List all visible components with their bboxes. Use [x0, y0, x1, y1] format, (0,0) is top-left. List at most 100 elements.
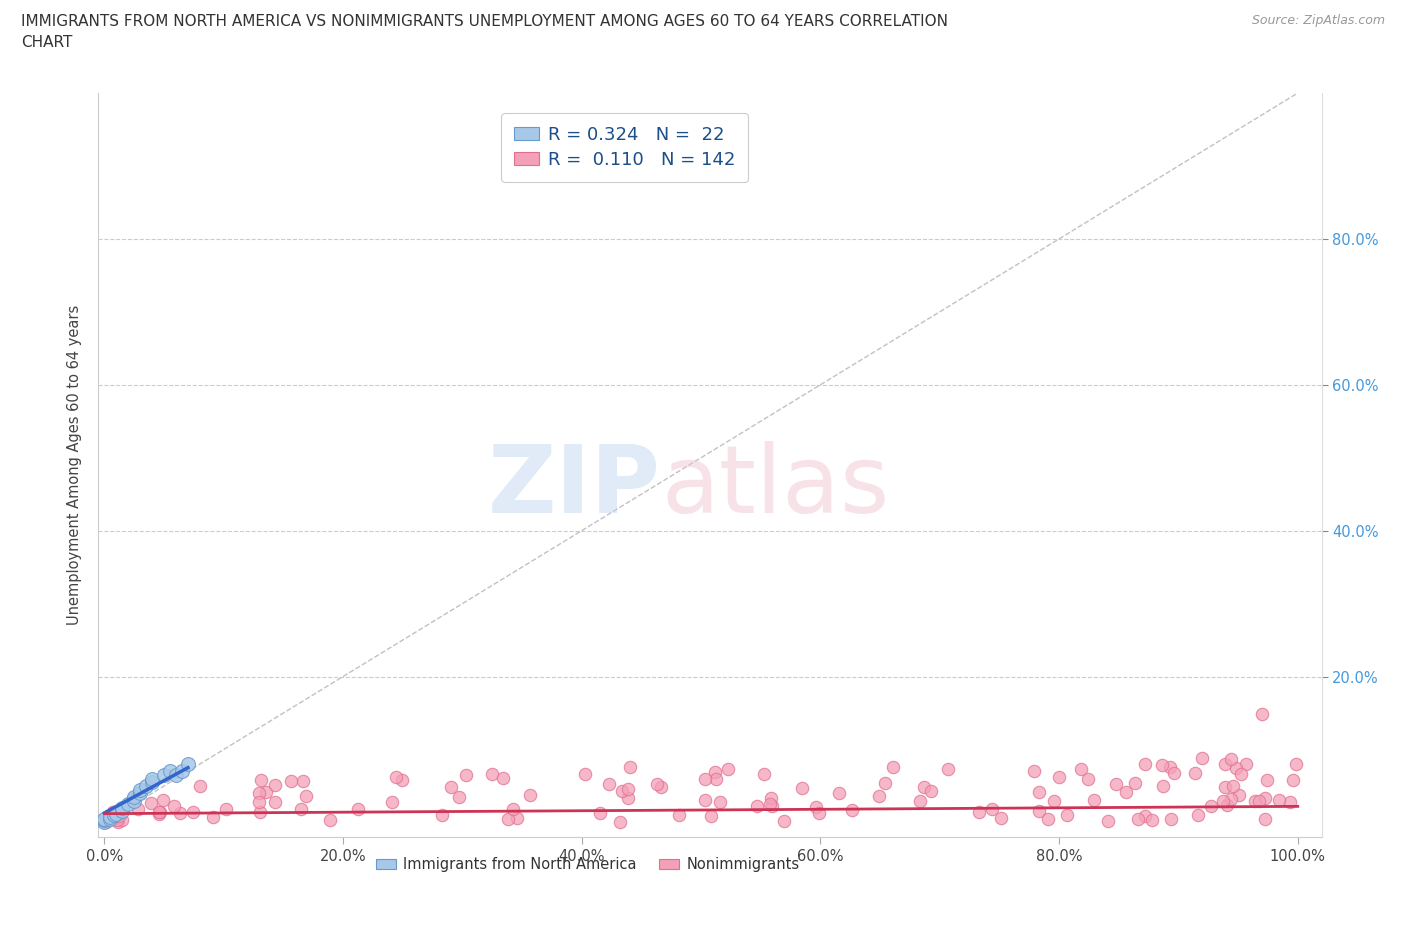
Point: [481, 767, 503, 782]
Point: [668, 807, 690, 822]
Point: [93, 811, 115, 826]
Point: [1133, 808, 1156, 823]
Point: [1028, 804, 1050, 818]
Point: [609, 815, 631, 830]
Point: [105, 806, 128, 821]
Point: [247, 785, 270, 800]
Point: [1070, 762, 1092, 777]
Point: [1184, 765, 1206, 780]
Point: [141, 796, 163, 811]
Point: [152, 792, 174, 807]
Point: [111, 801, 134, 816]
Point: [1244, 793, 1267, 808]
Point: [589, 805, 612, 820]
Point: [215, 802, 238, 817]
Point: [170, 764, 193, 778]
Point: [1163, 765, 1185, 780]
Point: [610, 783, 633, 798]
Point: [247, 794, 270, 809]
Point: [910, 793, 932, 808]
Point: [1152, 778, 1174, 793]
Point: [103, 807, 125, 822]
Point: [93, 815, 115, 830]
Point: [841, 803, 863, 817]
Point: [98, 811, 121, 826]
Point: [103, 810, 125, 825]
Point: [704, 772, 727, 787]
Point: [384, 769, 406, 784]
Point: [598, 777, 620, 791]
Point: [1216, 798, 1239, 813]
Point: [882, 760, 904, 775]
Point: [804, 799, 827, 814]
Point: [105, 805, 128, 820]
Point: [772, 813, 794, 828]
Point: [165, 767, 187, 782]
Point: [752, 766, 775, 781]
Point: [936, 761, 959, 776]
Point: [645, 777, 668, 791]
Point: [127, 802, 149, 817]
Point: [105, 813, 128, 828]
Point: [790, 780, 813, 795]
Point: [1199, 799, 1222, 814]
Point: [98, 808, 121, 823]
Point: [496, 812, 519, 827]
Point: [1152, 757, 1174, 772]
Point: [163, 798, 186, 813]
Point: [454, 767, 477, 782]
Point: [1212, 793, 1234, 808]
Point: [1142, 813, 1164, 828]
Point: [391, 773, 413, 788]
Point: [122, 790, 145, 804]
Text: atlas: atlas: [661, 442, 890, 533]
Point: [381, 794, 404, 809]
Y-axis label: Unemployment Among Ages 60 to 64 years: Unemployment Among Ages 60 to 64 years: [67, 305, 83, 625]
Point: [129, 782, 152, 797]
Point: [506, 811, 529, 826]
Point: [1251, 707, 1274, 722]
Point: [280, 774, 302, 789]
Point: [93, 813, 115, 828]
Point: [177, 757, 200, 772]
Point: [263, 777, 285, 792]
Point: [502, 802, 524, 817]
Point: [295, 789, 318, 804]
Point: [1278, 794, 1301, 809]
Point: [1028, 785, 1050, 800]
Point: [617, 781, 640, 796]
Point: [1160, 811, 1182, 826]
Point: [148, 804, 170, 819]
Point: [188, 778, 211, 793]
Point: [1043, 794, 1066, 809]
Point: [1227, 788, 1250, 803]
Point: [148, 807, 170, 822]
Point: [650, 779, 672, 794]
Point: [1230, 767, 1253, 782]
Point: [107, 809, 129, 824]
Point: [103, 804, 125, 819]
Point: [1047, 770, 1070, 785]
Point: [709, 794, 731, 809]
Point: [759, 796, 782, 811]
Point: [1123, 776, 1146, 790]
Point: [1215, 756, 1237, 771]
Point: [1268, 793, 1291, 808]
Point: [869, 789, 891, 804]
Point: [122, 793, 145, 808]
Point: [103, 804, 125, 819]
Point: [700, 809, 723, 824]
Point: [98, 809, 121, 824]
Point: [1133, 757, 1156, 772]
Point: [94, 815, 117, 830]
Point: [1159, 760, 1181, 775]
Point: [1097, 814, 1119, 829]
Point: [1077, 772, 1099, 787]
Point: [101, 812, 124, 827]
Point: [1083, 792, 1105, 807]
Point: [1282, 773, 1305, 788]
Point: [920, 784, 942, 799]
Point: [1213, 779, 1236, 794]
Point: [135, 778, 157, 793]
Point: [121, 790, 143, 805]
